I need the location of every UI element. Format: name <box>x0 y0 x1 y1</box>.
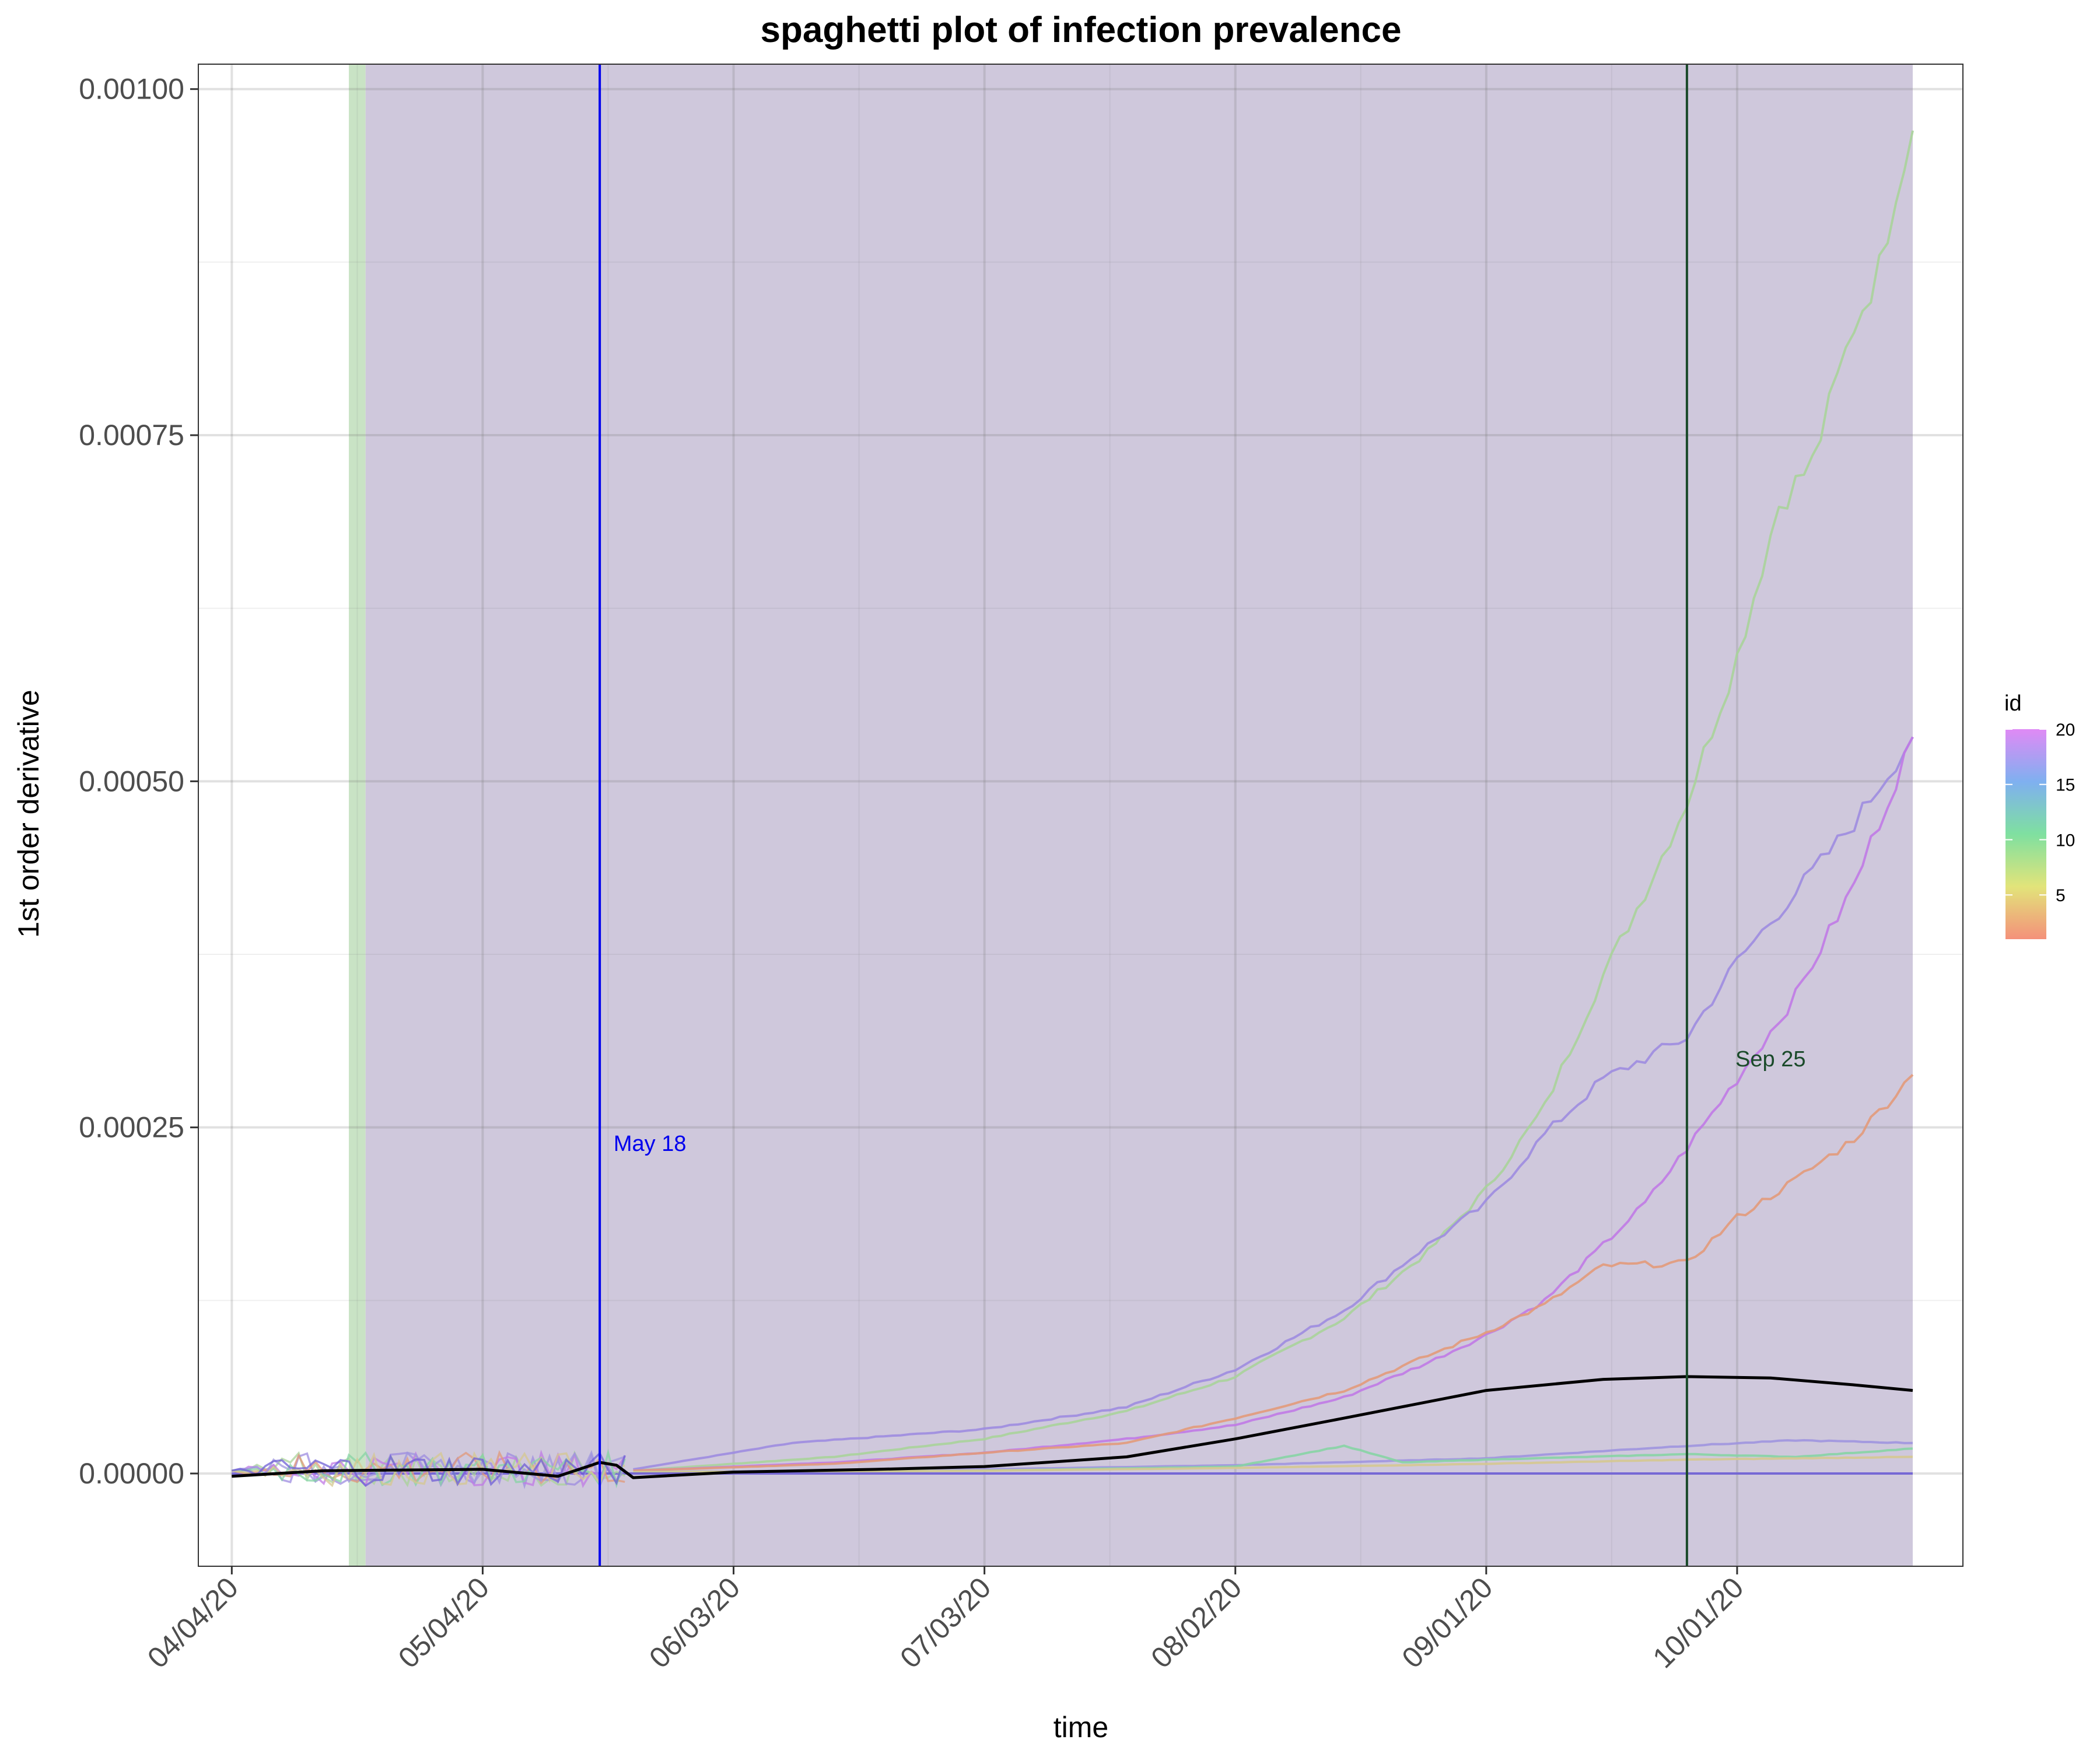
legend-tick-label: 5 <box>2056 886 2066 905</box>
series-line-id-1 <box>633 1074 1914 1472</box>
series-lines <box>232 130 1914 1475</box>
shaded-region-1 <box>349 64 366 1566</box>
y-tick-label: 0.00000 <box>79 1457 184 1490</box>
vline-label-may-18: May 18 <box>614 1132 687 1156</box>
legend-title: id <box>2004 691 2022 716</box>
y-tick-label: 0.00100 <box>79 73 184 106</box>
chart-title: spaghetti plot of infection prevalence <box>761 10 1402 50</box>
y-axis-title: 1st order derivative <box>12 690 45 937</box>
y-tick-label: 0.00025 <box>79 1111 184 1144</box>
series-line-id-20 <box>633 736 1914 1472</box>
legend-tick-label: 20 <box>2056 720 2075 740</box>
x-axis-title: time <box>1054 1711 1108 1744</box>
y-tick-label: 0.00050 <box>79 765 184 797</box>
plot-panel-border <box>198 64 1964 1567</box>
legend: id 20 15 10 5 <box>2004 691 2075 939</box>
series-line-id-17 <box>633 736 1914 1471</box>
y-axis: 0.00000 0.00025 0.00050 0.00075 0.00100 <box>79 73 198 1490</box>
series-line-id-6 <box>633 130 1914 1472</box>
legend-colorbar <box>2006 729 2046 939</box>
vertical-reference-lines: May 18 Sep 25 <box>598 64 1805 1566</box>
shaded-regions <box>349 64 1913 1566</box>
y-tick-label: 0.00075 <box>79 419 184 452</box>
shaded-region-2 <box>365 64 1913 1566</box>
vline-label-sep-25: Sep 25 <box>1735 1047 1805 1072</box>
legend-tick-label: 10 <box>2056 831 2075 850</box>
legend-tick-label: 15 <box>2056 776 2075 795</box>
